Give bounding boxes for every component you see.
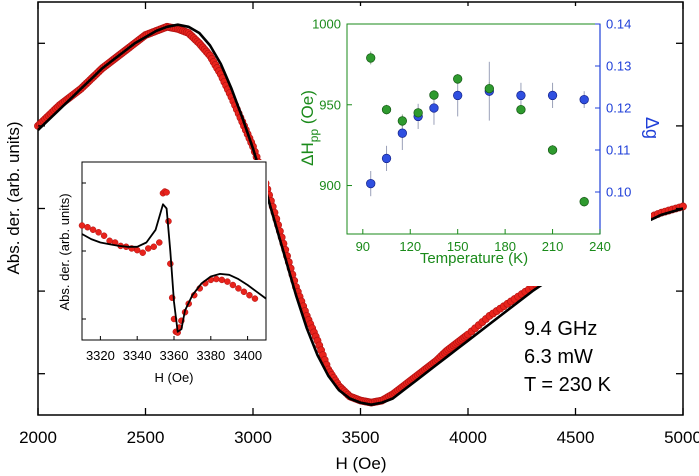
right-inset-dg-point	[397, 128, 407, 138]
right-inset-left-axis-unit: (Oe)	[298, 90, 317, 129]
right-inset-dhpp-point	[413, 108, 423, 118]
right-inset-dhpp-point	[429, 90, 439, 100]
right-inset-dg-point	[366, 178, 376, 189]
left-inset-data-point	[218, 276, 226, 284]
right-inset-right-y-tick-label: 0.14	[606, 17, 631, 32]
annotation-temperature: T = 230 K	[524, 374, 612, 396]
left-inset-fit-line	[81, 203, 267, 333]
right-inset-x-tick-label: 90	[356, 239, 370, 254]
right-inset-dg-point	[429, 103, 439, 113]
annotation-frequency: 9.4 GHz	[524, 318, 597, 340]
left-inset-data-point	[251, 295, 259, 302]
right-inset-left-axis-subscript: pp	[307, 129, 321, 143]
main-x-tick-label: 3000	[234, 428, 272, 447]
left-inset-x-axis-label: H (Oe)	[155, 370, 194, 385]
right-inset-x-tick-label: 120	[399, 239, 421, 254]
left-inset-x-tick-label: 3380	[196, 348, 225, 363]
left-inset-data-point	[213, 275, 220, 283]
main-fit-layer	[37, 23, 684, 406]
left-inset-data-point	[150, 243, 158, 250]
main-x-tick-label: 4000	[449, 428, 487, 447]
left-inset-data-point	[163, 189, 170, 196]
left-inset-y-axis-label: Abs. der. (arb. units)	[57, 193, 72, 310]
left-inset-data-point	[229, 281, 237, 289]
main-axes-layer: 2000 2500 3000 3500 4000 4500 5000	[19, 2, 699, 447]
right-inset-dg-point	[453, 90, 463, 101]
left-inset-x-tick-label: 3320	[86, 348, 115, 363]
left-inset-axes-layer: 3320 3340 3360 3380 3400	[82, 182, 262, 363]
right-inset-right-y-tick-label: 0.10	[606, 185, 631, 200]
right-inset-x-tick-label: 180	[494, 239, 516, 254]
right-inset-dhpp-point	[516, 104, 526, 115]
right-inset-points-layer	[366, 51, 589, 207]
left-inset-data-point	[84, 223, 91, 231]
right-inset-dhpp-point	[453, 74, 463, 84]
right-inset-right-y-tick-label: 0.12	[606, 101, 631, 116]
main-fit-line	[37, 23, 684, 406]
main-x-tick-label: 3500	[342, 428, 380, 447]
right-inset-dhpp-point	[484, 83, 494, 94]
right-inset-x-axis-label: Temperature (K)	[420, 250, 528, 267]
right-inset-dhpp-point	[579, 197, 589, 207]
main-y-axis-label: Abs. der. (arb. units)	[4, 121, 23, 274]
right-inset-axes-layer: 90 120 150 180 210 240 900 950 1000 0.10 0.11 0.12 0…	[312, 17, 631, 255]
right-inset-x-tick-label: 150	[447, 239, 469, 254]
right-inset-background	[306, 6, 651, 286]
right-inset-x-tick-label: 240	[589, 239, 611, 254]
right-inset-dhpp-point	[547, 145, 558, 155]
left-inset-data-point	[95, 229, 102, 236]
right-inset-left-axis-symbol: ΔH	[298, 142, 317, 166]
right-inset-dhpp-point	[381, 104, 392, 115]
right-inset-dg-point	[547, 90, 558, 101]
left-inset-data-point	[139, 249, 146, 256]
left-inset-data-point	[133, 246, 141, 254]
left-inset-data-point	[224, 278, 231, 285]
right-inset-dg-point	[579, 94, 589, 105]
right-inset-x-tick-label: 210	[542, 239, 564, 254]
right-inset-left-y-tick-label: 900	[319, 178, 341, 193]
left-inset-data-point	[240, 288, 248, 296]
left-inset-data-point	[89, 226, 97, 233]
right-inset-right-y-tick-label: 0.11	[606, 143, 630, 158]
main-x-tick-label: 2000	[19, 428, 57, 447]
main-x-axis-label: H (Oe)	[336, 454, 387, 473]
main-x-tick-label: 2500	[127, 428, 165, 447]
left-inset-background	[78, 160, 268, 340]
annotation-power: 6.3 mW	[524, 346, 593, 368]
left-inset-data-point	[100, 232, 108, 239]
right-inset-left-axis-label: ΔHpp (Oe)	[298, 90, 321, 166]
main-x-tick-label: 5000	[664, 428, 699, 447]
right-inset-left-y-tick-label: 1000	[312, 17, 341, 32]
left-inset-data-point	[78, 222, 86, 229]
left-inset-x-tick-label: 3360	[160, 348, 189, 363]
right-inset-dhpp-point	[397, 116, 407, 126]
left-inset-fit-layer	[81, 203, 267, 333]
right-inset-left-y-tick-label: 950	[319, 97, 341, 112]
left-inset-data-point	[235, 285, 242, 292]
left-inset-data-point	[246, 291, 253, 299]
right-inset-right-axis-label: Δg	[642, 117, 662, 139]
right-inset-right-y-tick-label: 0.13	[606, 59, 631, 74]
right-inset-dhpp-point	[366, 53, 376, 63]
right-inset-dg-point	[516, 90, 526, 101]
left-inset-data-point	[156, 239, 163, 246]
main-x-tick-label: 4500	[557, 428, 595, 447]
left-inset-data-point	[144, 245, 152, 252]
left-inset-x-tick-label: 3400	[233, 348, 262, 363]
left-inset-x-tick-label: 3340	[123, 348, 152, 363]
right-inset-dg-point	[381, 153, 392, 164]
